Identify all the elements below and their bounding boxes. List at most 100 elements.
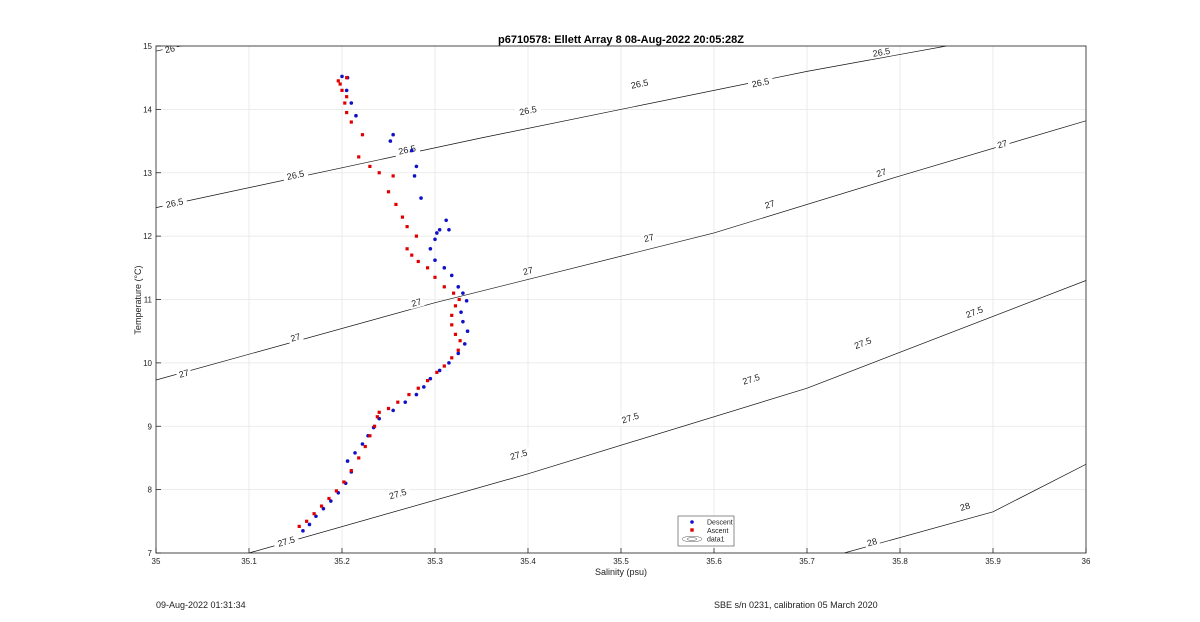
ascent-point — [416, 386, 420, 390]
x-axis-label: Salinity (psu) — [595, 567, 647, 577]
y-tick-label: 9 — [148, 422, 153, 431]
ascent-point — [457, 297, 461, 302]
contour-label: 26.5 — [518, 104, 537, 117]
ascent-point — [414, 234, 418, 238]
descent-point — [360, 442, 365, 446]
y-tick-label: 15 — [143, 42, 152, 51]
ascent-point — [435, 370, 439, 374]
legend: Descent Ascent data1 — [677, 515, 735, 547]
contour-label-bg — [175, 366, 193, 381]
descent-point — [428, 376, 433, 381]
descent-point — [447, 227, 451, 232]
ascent-point — [433, 275, 437, 279]
ascent-point — [375, 415, 379, 419]
ascent-point — [400, 215, 405, 219]
x-tick-label: 35.1 — [241, 557, 257, 566]
x-tick-label: 35.6 — [706, 557, 722, 566]
contour-label: 27 — [643, 232, 655, 244]
contour-label: 27 — [764, 198, 777, 210]
y-tick-label: 8 — [148, 486, 153, 495]
descent-point — [409, 148, 414, 153]
legend-ascent-label: Ascent — [707, 528, 728, 535]
descent-point — [403, 400, 408, 404]
ascent-point — [425, 266, 430, 270]
descent-point — [465, 329, 470, 333]
descent-point — [354, 113, 358, 118]
ascent-point — [297, 524, 301, 528]
ascent-point — [442, 364, 446, 368]
contour-label-bg — [863, 535, 881, 549]
ascent-point — [391, 174, 395, 178]
contour-label-bg — [616, 409, 644, 427]
axis-ticks: 35 35.1 35.2 35.3 35.4 35.5 35.6 35.7 35.8 35.9 36… — [143, 42, 1091, 566]
descent-point — [433, 237, 437, 242]
contour-label-bg — [161, 46, 179, 56]
ascent-point — [453, 304, 458, 308]
x-tick-label: 35.8 — [892, 557, 908, 566]
contour-label-bg — [761, 197, 779, 212]
ascent-point — [410, 253, 414, 257]
descent-point — [329, 499, 333, 503]
contour-label: 27 — [410, 297, 422, 309]
contour-label-bg — [408, 295, 425, 310]
x-tick-label: 35 — [152, 557, 161, 566]
ascent-point — [450, 356, 454, 360]
y-tick-label: 12 — [143, 232, 152, 241]
descent-point — [437, 368, 442, 373]
ascent-point — [453, 332, 458, 336]
descent-point — [412, 174, 417, 178]
contour-label-bg — [282, 167, 309, 183]
ascent-point — [405, 225, 409, 229]
contour-label: 26.5 — [872, 46, 891, 59]
contour-label: 27 — [522, 265, 534, 277]
x-tick-label: 35.3 — [427, 557, 443, 566]
contour-label-bg — [873, 165, 890, 180]
descent-point — [442, 266, 447, 270]
y-tick-label: 7 — [148, 549, 153, 558]
contour-label-bg — [161, 195, 188, 211]
ascent-point — [349, 469, 353, 473]
y-tick-label: 10 — [143, 359, 152, 368]
contour-label: 27.5 — [620, 411, 640, 426]
legend-box — [677, 515, 735, 547]
descent-point — [307, 522, 312, 527]
descent-point — [314, 514, 318, 519]
descent-point — [444, 218, 448, 223]
chart-title: p6710578: Ellett Array 8 08-Aug-2022 20:… — [498, 34, 744, 46]
ascent-point — [377, 171, 381, 175]
legend-data1-label: data1 — [707, 537, 725, 544]
descent-point — [321, 506, 326, 511]
contour-label-bg — [519, 264, 537, 278]
descent-point — [301, 529, 305, 533]
contour-label-bg — [384, 485, 412, 503]
ascent-point — [368, 434, 372, 438]
contour-label-bg — [272, 533, 300, 550]
contour-label-bg — [747, 75, 774, 91]
ascent-point — [442, 285, 446, 289]
contour-label: 26.5 — [286, 169, 305, 182]
x-tick-label: 35.9 — [985, 557, 1001, 566]
legend-contour-icon — [681, 535, 703, 543]
ascent-point — [345, 95, 349, 99]
legend-descent-marker — [690, 520, 694, 524]
legend-ascent-marker — [690, 528, 694, 532]
descent-point — [437, 227, 442, 232]
x-tick-label: 36 — [1082, 557, 1091, 566]
ascent-point — [396, 400, 400, 404]
contour-label-bg — [514, 103, 542, 119]
ascent-point — [357, 155, 361, 159]
contour-label: 27 — [178, 367, 190, 379]
descent-point — [419, 196, 423, 200]
contour-label: 27.5 — [388, 487, 408, 501]
contour-label: 27.5 — [509, 448, 529, 462]
ascent-point — [338, 82, 342, 86]
contour-label: 27 — [996, 138, 1008, 150]
descent-point — [459, 310, 463, 314]
ascent-point — [342, 480, 346, 484]
ascent-point — [425, 379, 430, 383]
descent-point — [428, 247, 433, 251]
descent-point — [456, 351, 461, 356]
descent-point — [447, 361, 451, 365]
descent-point — [461, 319, 465, 324]
ascent-point — [360, 133, 365, 137]
